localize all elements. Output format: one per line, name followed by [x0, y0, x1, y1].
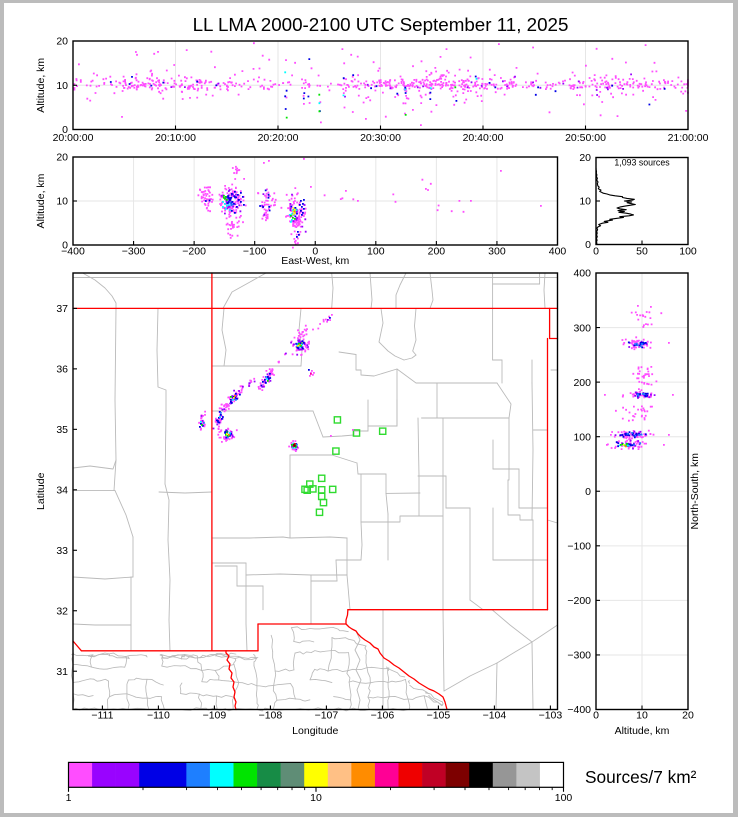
svg-text:Longitude: Longitude [292, 725, 338, 737]
svg-text:1,093 sources: 1,093 sources [614, 158, 670, 168]
svg-text:−103: −103 [539, 710, 563, 722]
svg-text:10: 10 [56, 196, 68, 208]
svg-text:34: 34 [56, 485, 68, 497]
svg-text:0: 0 [593, 710, 599, 722]
svg-text:35: 35 [56, 424, 68, 436]
svg-text:−100: −100 [243, 246, 267, 258]
svg-text:−300: −300 [567, 650, 591, 662]
svg-text:0: 0 [62, 124, 68, 136]
svg-text:400: 400 [573, 268, 591, 280]
svg-text:−106: −106 [371, 710, 395, 722]
svg-text:37: 37 [56, 303, 68, 315]
svg-text:100: 100 [679, 246, 697, 258]
svg-text:20:10:00: 20:10:00 [155, 132, 196, 144]
svg-text:Altitude, km: Altitude, km [615, 725, 670, 737]
svg-text:−200: −200 [567, 595, 591, 607]
svg-text:−400: −400 [61, 246, 85, 258]
svg-text:50: 50 [636, 246, 648, 258]
svg-text:East-West, km: East-West, km [281, 255, 349, 267]
svg-text:1: 1 [66, 792, 72, 804]
svg-text:LL LMA 2000-2100 UTC September: LL LMA 2000-2100 UTC September 11, 2025 [193, 14, 569, 35]
svg-text:20: 20 [56, 36, 68, 48]
svg-text:300: 300 [573, 322, 591, 334]
svg-text:21:00:00: 21:00:00 [668, 132, 709, 144]
svg-text:−104: −104 [483, 710, 507, 722]
svg-text:−400: −400 [567, 704, 591, 716]
svg-text:Altitude, km: Altitude, km [35, 173, 47, 228]
svg-text:31: 31 [56, 666, 68, 678]
svg-text:32: 32 [56, 605, 68, 617]
svg-text:0: 0 [62, 240, 68, 252]
svg-text:−300: −300 [122, 246, 146, 258]
svg-text:0: 0 [585, 239, 591, 251]
svg-text:−111: −111 [91, 710, 113, 722]
svg-text:36: 36 [56, 364, 68, 376]
svg-text:100: 100 [367, 246, 385, 258]
svg-text:−110: −110 [147, 710, 170, 722]
svg-text:−109: −109 [203, 710, 227, 722]
svg-text:−200: −200 [182, 246, 206, 258]
svg-text:Latitude: Latitude [35, 472, 47, 510]
svg-text:Sources/7 km²: Sources/7 km² [585, 767, 697, 787]
svg-text:20: 20 [56, 152, 68, 164]
svg-text:−105: −105 [427, 710, 451, 722]
svg-text:20:20:00: 20:20:00 [258, 132, 299, 144]
svg-text:33: 33 [56, 545, 68, 557]
svg-text:20:00:00: 20:00:00 [53, 132, 94, 144]
svg-text:10: 10 [636, 710, 648, 722]
svg-text:300: 300 [488, 246, 506, 258]
svg-text:100: 100 [555, 792, 573, 804]
svg-text:20: 20 [682, 710, 694, 722]
svg-text:100: 100 [573, 431, 591, 443]
svg-text:10: 10 [56, 80, 68, 92]
svg-text:0: 0 [585, 486, 591, 498]
svg-text:−108: −108 [259, 710, 283, 722]
svg-text:Altitude, km: Altitude, km [35, 58, 47, 113]
svg-text:20: 20 [579, 152, 591, 164]
svg-text:−107: −107 [315, 710, 339, 722]
svg-text:20:50:00: 20:50:00 [565, 132, 606, 144]
svg-text:200: 200 [428, 246, 446, 258]
svg-text:North-South, km: North-South, km [689, 453, 701, 530]
svg-text:20:30:00: 20:30:00 [360, 132, 401, 144]
svg-text:20:40:00: 20:40:00 [463, 132, 504, 144]
svg-text:0: 0 [312, 246, 318, 258]
svg-text:10: 10 [579, 196, 591, 208]
svg-text:400: 400 [549, 246, 567, 258]
svg-text:−100: −100 [567, 541, 591, 553]
svg-text:10: 10 [310, 792, 322, 804]
svg-text:200: 200 [573, 377, 591, 389]
svg-text:0: 0 [593, 246, 599, 258]
